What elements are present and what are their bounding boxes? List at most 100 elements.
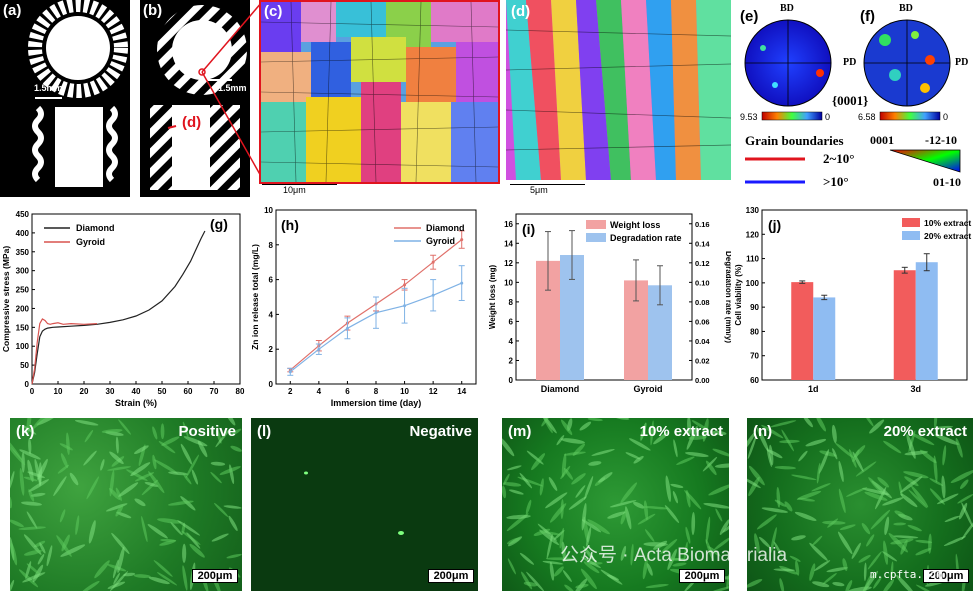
cell — [665, 475, 672, 503]
cell — [915, 539, 933, 544]
cell — [835, 442, 854, 459]
cell — [827, 518, 839, 528]
y-tick-label: 400 — [16, 229, 30, 238]
cell — [31, 418, 51, 430]
cell — [883, 440, 902, 454]
panel-d-scale-text: 5μm — [530, 185, 548, 195]
pole-figures — [744, 19, 961, 184]
x-tick-label: 14 — [457, 387, 466, 396]
cell — [561, 453, 567, 478]
cell — [863, 562, 867, 582]
cell — [686, 489, 691, 508]
cell — [109, 470, 115, 497]
pole-e-min: 0 — [825, 112, 831, 122]
cell — [215, 429, 230, 448]
cell — [882, 579, 895, 591]
cell — [521, 571, 533, 590]
cell — [815, 418, 827, 432]
cell — [182, 473, 192, 485]
zoom-connector — [201, 1, 263, 179]
y2-tick-label: 0.02 — [695, 356, 710, 365]
cell — [36, 418, 62, 426]
cell — [10, 496, 12, 509]
y2-tick-label: 0.06 — [695, 317, 710, 326]
cell — [712, 448, 729, 457]
x-tick-label: 12 — [429, 387, 438, 396]
cell — [936, 493, 959, 505]
cell — [148, 471, 165, 494]
cell — [812, 581, 830, 588]
cell — [219, 466, 241, 475]
cell — [747, 578, 763, 588]
cell — [809, 542, 828, 561]
panel-k-image: (k) Positive 200μm — [10, 418, 242, 591]
cell — [586, 526, 592, 547]
cell — [559, 527, 565, 549]
cell — [846, 487, 868, 497]
cell — [794, 511, 817, 521]
panel-j-label: (j) — [768, 217, 781, 233]
y-tick-label: 8 — [509, 298, 514, 307]
cell — [929, 478, 944, 486]
cell — [796, 490, 822, 500]
cell — [911, 485, 929, 508]
cell — [582, 546, 597, 564]
y-tick-label: 4 — [509, 337, 514, 346]
cell — [877, 477, 890, 488]
cell — [503, 482, 522, 487]
cell — [702, 418, 709, 442]
cell — [705, 539, 715, 562]
data-point — [288, 370, 292, 374]
y-axis-label: Compressive stress (MPa) — [1, 246, 11, 352]
cell — [644, 529, 655, 542]
y-tick-label: 4 — [269, 310, 274, 319]
cell — [685, 526, 691, 544]
cell — [28, 479, 49, 492]
cell — [705, 460, 717, 476]
series-line-gyroid — [31, 318, 98, 385]
panel-k-scalebar: 200μm — [192, 569, 238, 583]
cell — [100, 459, 105, 471]
cell — [553, 566, 564, 577]
cell — [842, 558, 848, 571]
panel-k-title: Positive — [178, 423, 236, 440]
cell — [909, 432, 935, 446]
y-tick-label: 200 — [16, 304, 30, 313]
x-tick-label: 40 — [132, 387, 141, 396]
cell — [908, 489, 928, 509]
cell — [229, 428, 242, 437]
cell — [69, 472, 79, 486]
cell — [672, 562, 687, 567]
cell — [858, 554, 871, 563]
cell — [769, 420, 797, 428]
cell — [776, 486, 781, 508]
y-tick-label: 12 — [504, 259, 513, 268]
legend-swatch-weight-loss — [586, 220, 606, 229]
cell — [556, 435, 565, 446]
cell — [839, 524, 856, 531]
cell — [10, 471, 15, 490]
cell — [628, 438, 651, 451]
cell — [223, 505, 242, 509]
cell — [929, 488, 945, 505]
cell — [748, 476, 760, 497]
cell — [568, 496, 587, 510]
pole-f-min: 0 — [943, 112, 949, 122]
bar-20extract — [813, 297, 836, 380]
cell — [894, 510, 906, 518]
panel-d-scalebar — [510, 184, 585, 185]
cell — [106, 503, 128, 512]
legend-label-diamond: Diamond — [76, 223, 115, 233]
cell — [870, 509, 891, 530]
cell — [160, 423, 165, 440]
cell — [214, 502, 229, 517]
cell — [747, 435, 757, 460]
cell — [703, 503, 729, 509]
cell — [867, 551, 882, 570]
chart-h: 0 2 4 6 8 10 2 4 6 8 10 12 14 Diamond Gyroid Immersion … — [250, 206, 477, 408]
y-tick-label: 10 — [504, 278, 513, 287]
cell — [770, 527, 777, 554]
cell — [134, 498, 146, 507]
pole-e-bd: BD — [780, 3, 794, 14]
panel-n-title: 20% extract — [883, 423, 967, 440]
